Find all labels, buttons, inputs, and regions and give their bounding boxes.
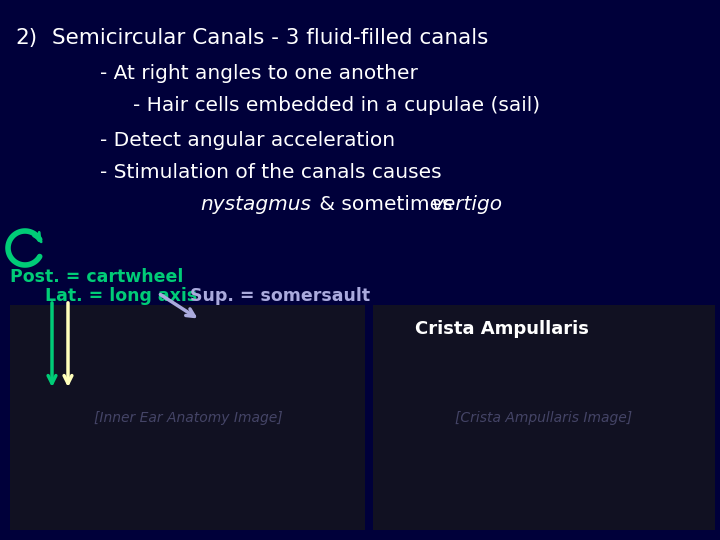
Bar (373, 305, 715, 530)
Text: & sometimes: & sometimes (313, 195, 459, 214)
Text: nystagmus: nystagmus (200, 195, 311, 214)
Text: Crista Ampullaris: Crista Ampullaris (415, 320, 589, 338)
Text: - Hair cells embedded in a cupulae (sail): - Hair cells embedded in a cupulae (sail… (133, 96, 540, 115)
Text: [Inner Ear Anatomy Image]: [Inner Ear Anatomy Image] (94, 411, 282, 425)
Text: [Crista Ampullaris Image]: [Crista Ampullaris Image] (456, 411, 633, 425)
Text: Sup. = somersault: Sup. = somersault (190, 287, 370, 305)
Text: - Stimulation of the canals causes: - Stimulation of the canals causes (100, 163, 441, 182)
Text: - At right angles to one another: - At right angles to one another (100, 64, 418, 83)
Text: Semicircular Canals - 3 fluid-filled canals: Semicircular Canals - 3 fluid-filled can… (52, 28, 488, 48)
Text: 2): 2) (15, 28, 37, 48)
Text: - Detect angular acceleration: - Detect angular acceleration (100, 131, 395, 150)
Text: vertigo: vertigo (432, 195, 503, 214)
Text: Lat. = long axis: Lat. = long axis (45, 287, 197, 305)
Bar (10, 305, 365, 530)
Text: Post. = cartwheel: Post. = cartwheel (10, 268, 184, 286)
